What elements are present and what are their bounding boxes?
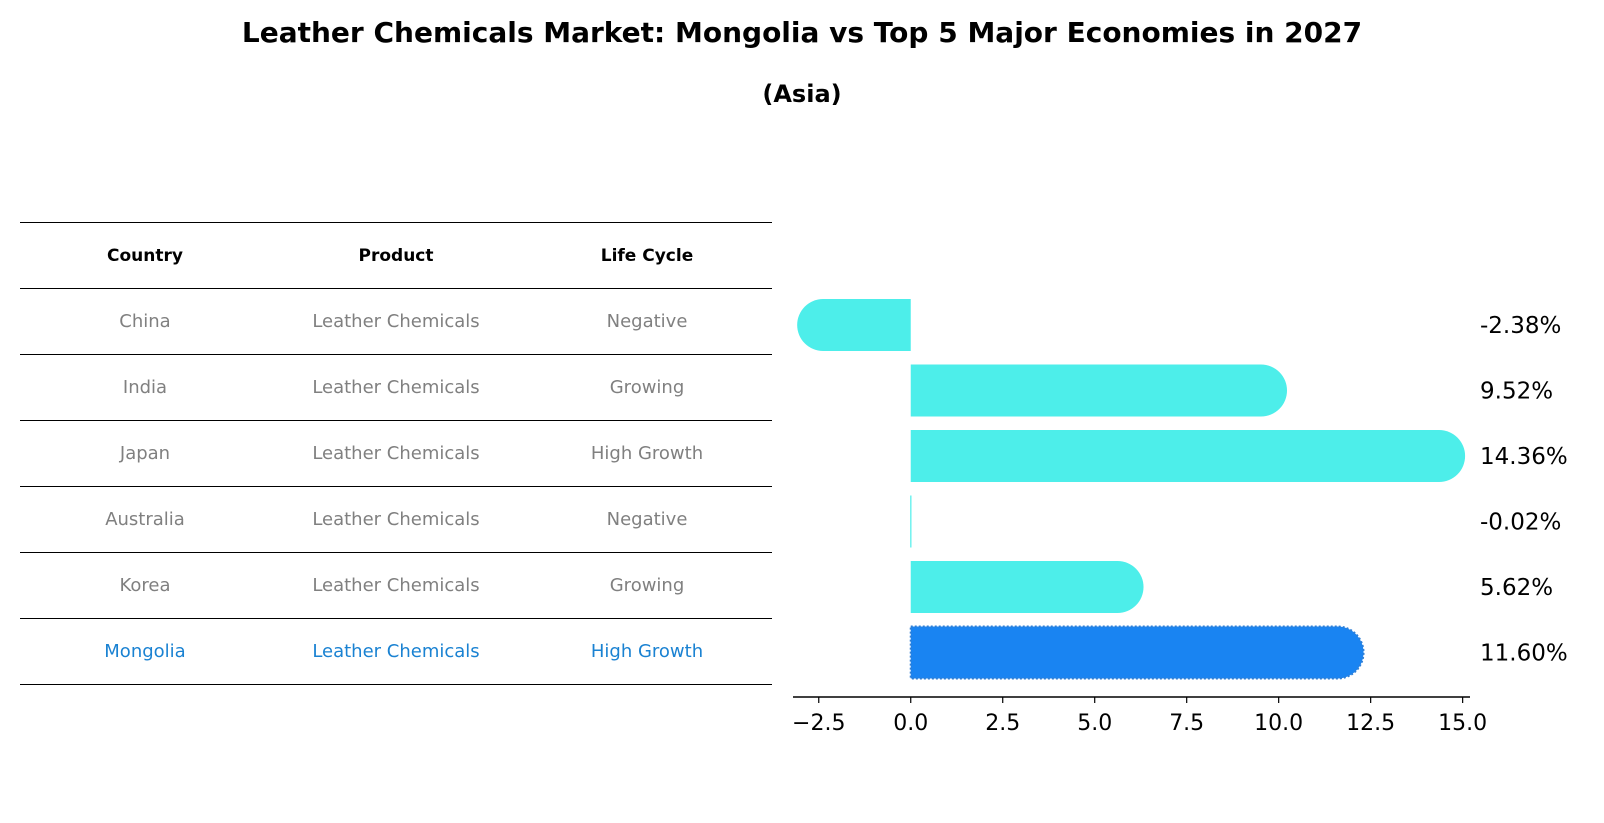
table-row: Korea Leather Chemicals Growing xyxy=(20,552,772,619)
table-row: Australia Leather Chemicals Negative xyxy=(20,486,772,553)
cell-country: Japan xyxy=(20,420,270,487)
cell-country: China xyxy=(20,288,270,355)
cell-country: Australia xyxy=(20,486,270,553)
cell-product: Leather Chemicals xyxy=(270,354,522,421)
x-tick-label: 5.0 xyxy=(1077,711,1112,736)
cell-product: Leather Chemicals xyxy=(270,618,522,685)
bar-value-label: 11.60% xyxy=(1480,641,1568,667)
bar xyxy=(797,299,911,351)
bar xyxy=(910,430,1466,482)
chart-title: Leather Chemicals Market: Mongolia vs To… xyxy=(241,16,1363,49)
x-tick-label: 12.5 xyxy=(1346,711,1395,736)
cell-life-cycle: High Growth xyxy=(522,420,772,487)
header-country: Country xyxy=(20,222,270,289)
cell-country: Korea xyxy=(20,552,270,619)
x-tick-label: 2.5 xyxy=(985,711,1020,736)
chart-subtitle: (Asia) xyxy=(762,80,842,108)
cell-life-cycle: Growing xyxy=(522,354,772,421)
cell-life-cycle: Negative xyxy=(522,486,772,553)
table-row: India Leather Chemicals Growing xyxy=(20,354,772,421)
bar xyxy=(910,495,912,548)
cell-product: Leather Chemicals xyxy=(270,486,522,553)
cell-country: Mongolia xyxy=(20,618,270,685)
x-tick-label: −2.5 xyxy=(792,711,845,736)
bar-value-label: -0.02% xyxy=(1480,510,1561,536)
table-row: Japan Leather Chemicals High Growth xyxy=(20,420,772,487)
bar-highlighted xyxy=(909,625,1365,680)
bar-value-label: 14.36% xyxy=(1480,444,1568,470)
comparison-table: Country Product Life Cycle China Leather… xyxy=(20,222,772,685)
bar-value-label: 9.52% xyxy=(1480,379,1553,405)
bar-value-label: -2.38% xyxy=(1480,313,1561,339)
cell-product: Leather Chemicals xyxy=(270,420,522,487)
x-tick-label: 15.0 xyxy=(1438,711,1487,736)
cell-life-cycle: High Growth xyxy=(522,618,772,685)
table-header-row: Country Product Life Cycle xyxy=(20,222,772,289)
header-life-cycle: Life Cycle xyxy=(522,222,772,289)
x-tick-label: 10.0 xyxy=(1254,711,1303,736)
bar xyxy=(910,364,1288,417)
x-tick-label: 0.0 xyxy=(893,711,928,736)
table-row-highlighted: Mongolia Leather Chemicals High Growth xyxy=(20,618,772,685)
bar-value-label: 5.62% xyxy=(1480,575,1553,601)
cell-country: India xyxy=(20,354,270,421)
bar xyxy=(910,561,1144,613)
header-product: Product xyxy=(270,222,522,289)
x-tick-label: 7.5 xyxy=(1169,711,1204,736)
cell-life-cycle: Negative xyxy=(522,288,772,355)
cell-product: Leather Chemicals xyxy=(270,552,522,619)
cell-product: Leather Chemicals xyxy=(270,288,522,355)
cell-life-cycle: Growing xyxy=(522,552,772,619)
table-row: China Leather Chemicals Negative xyxy=(20,288,772,355)
